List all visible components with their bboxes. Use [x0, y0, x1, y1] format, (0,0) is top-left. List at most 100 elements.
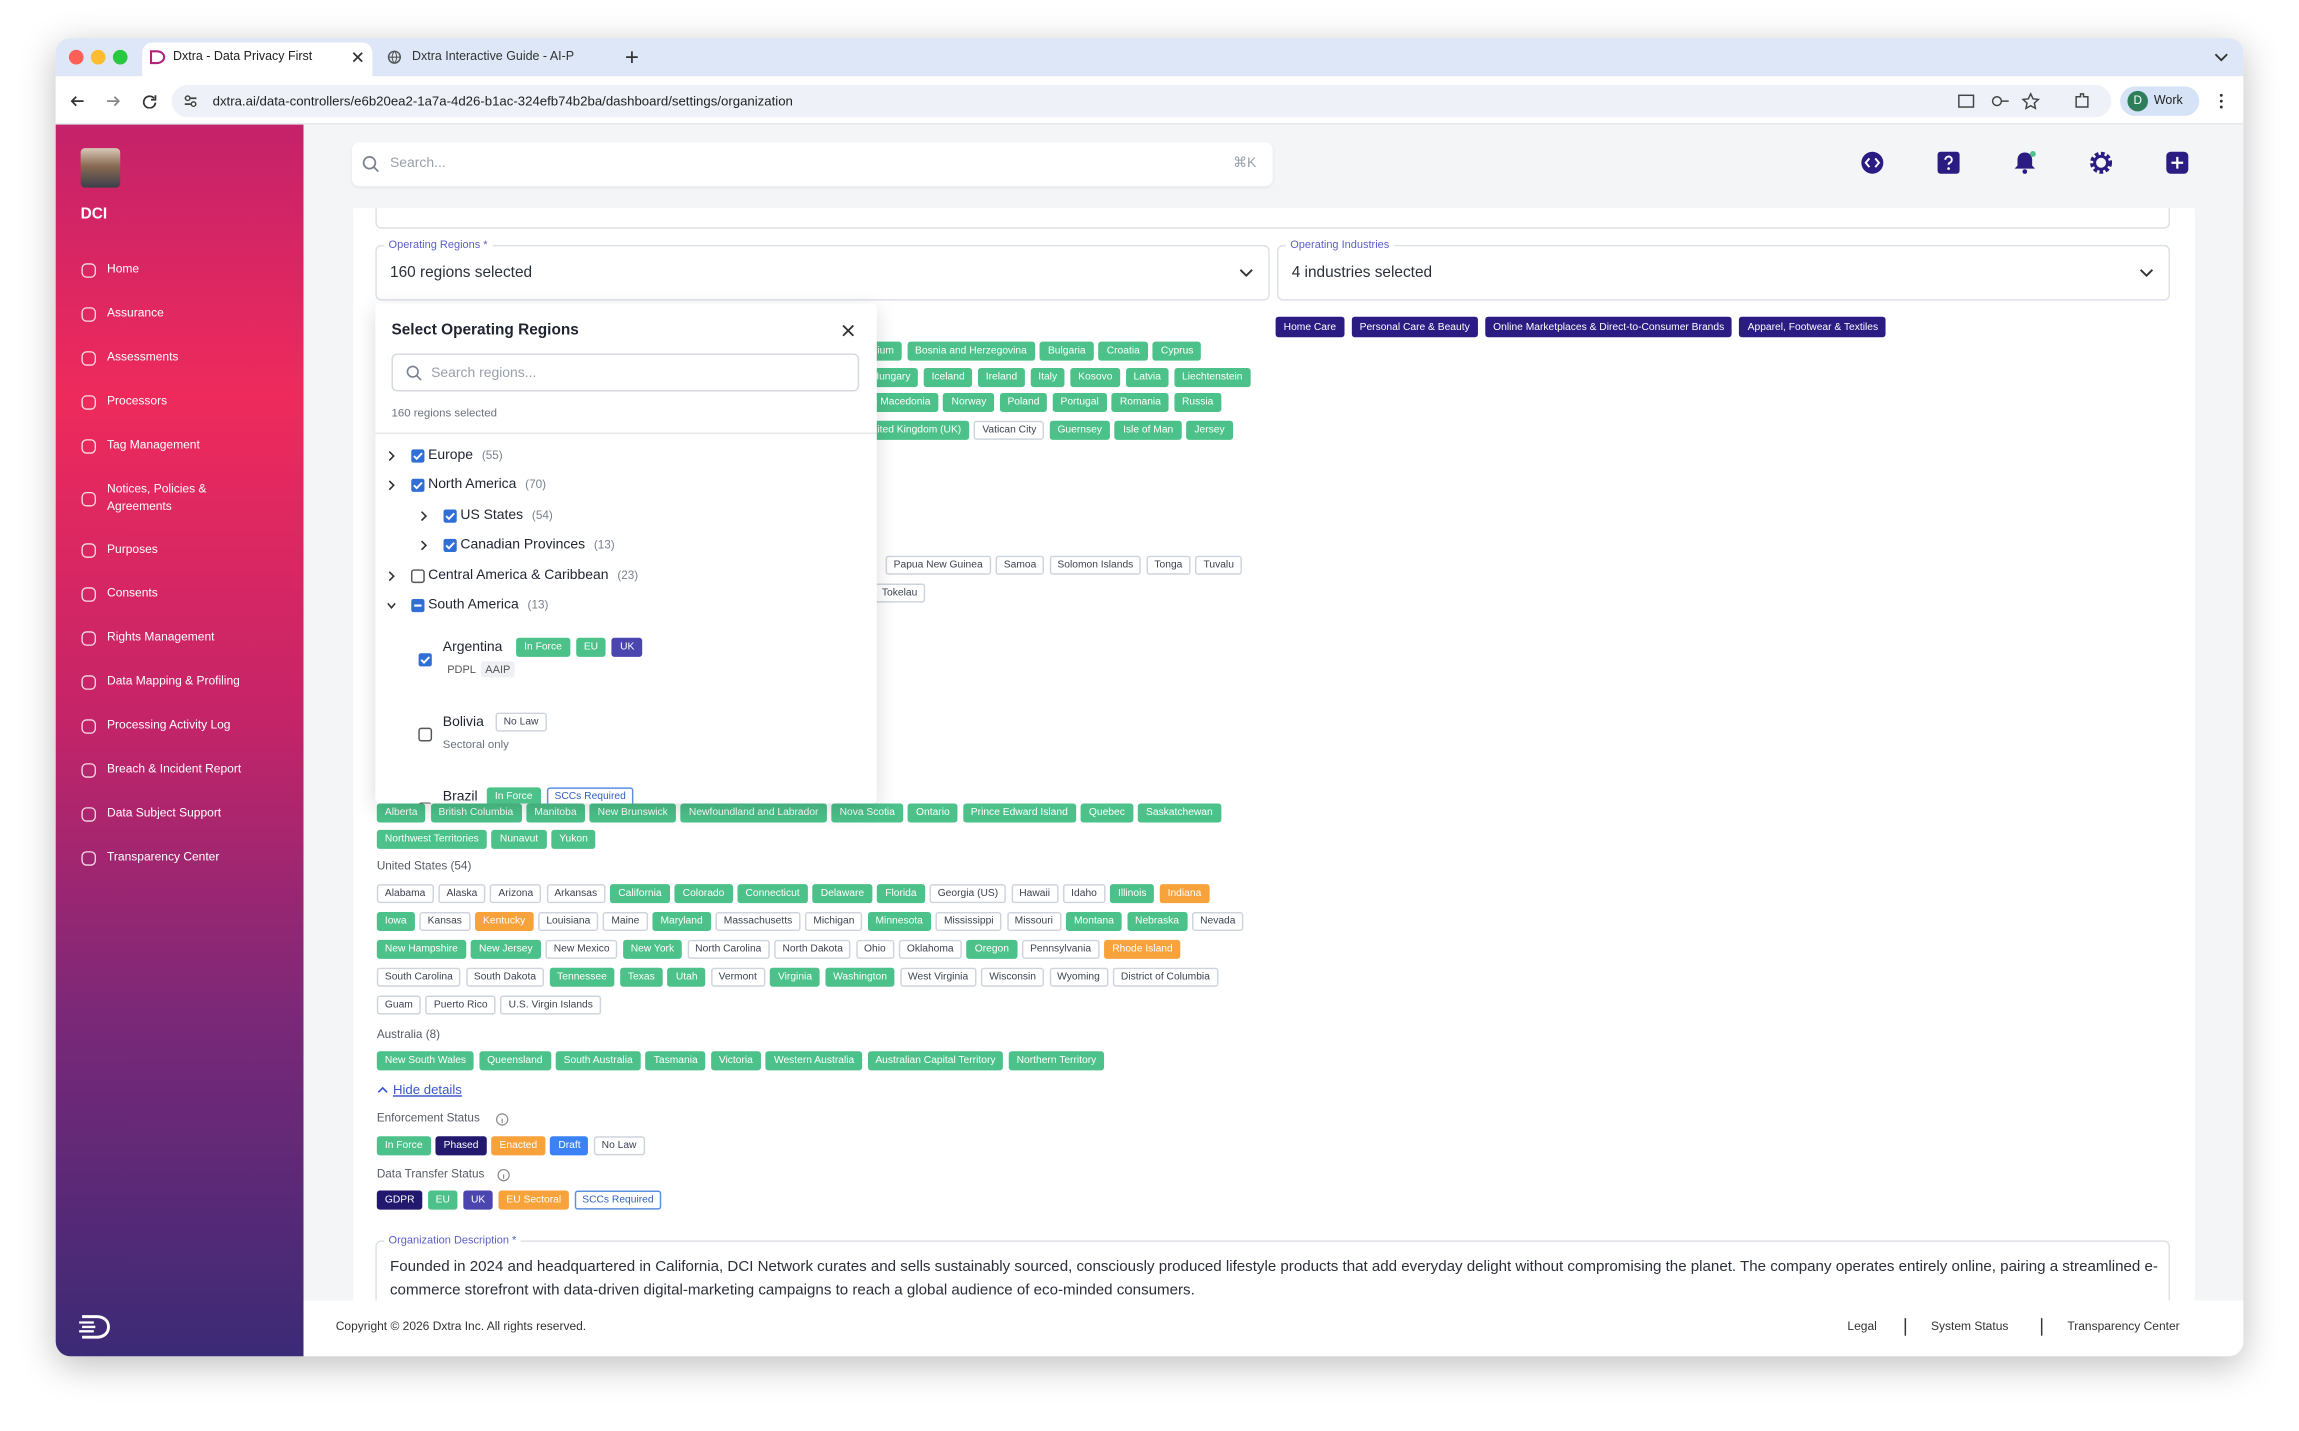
tab-close[interactable]	[352, 51, 364, 63]
extensions[interactable]	[2073, 92, 2091, 110]
expand-chevron[interactable]	[387, 570, 396, 582]
header-action[interactable]	[1861, 151, 1884, 174]
search-placeholder[interactable]: Search...	[390, 155, 446, 173]
nav-item[interactable]: Assessments	[107, 350, 179, 364]
checkbox[interactable]	[418, 727, 433, 742]
nav-back-shape	[70, 96, 84, 107]
tag: North Carolina	[687, 939, 770, 959]
checkbox[interactable]	[411, 449, 426, 464]
url[interactable]: dxtra.ai/data-controllers/e6b20ea2-1a7a-…	[212, 93, 793, 109]
nav-item[interactable]: Assurance	[107, 306, 164, 320]
checkbox[interactable]	[443, 509, 458, 524]
header-action-shape	[1944, 155, 1953, 165]
footer-link[interactable]: System Status	[1930, 1319, 2009, 1334]
expand-chevron[interactable]	[419, 510, 428, 522]
footer-link[interactable]: Transparency Center	[2067, 1319, 2180, 1334]
tab-title[interactable]: Dxtra Interactive Guide - AI-P	[412, 48, 575, 64]
tag-row: h Macedonia Norway Poland Portugal Romania Ru…	[863, 392, 1227, 413]
tab-title[interactable]: Dxtra - Data Privacy First	[173, 48, 313, 64]
dropdown-title: Select Operating Regions	[391, 320, 579, 339]
industry-tag: Apparel, Footwear & Textiles	[1739, 316, 1887, 338]
tree-item-count: (23)	[617, 569, 639, 583]
tag: Jersey	[1186, 420, 1233, 440]
checkbox[interactable]	[443, 538, 458, 553]
nav-forward[interactable]	[106, 94, 121, 109]
toggle-chevron[interactable]	[377, 1085, 389, 1094]
select-chevron[interactable]	[2139, 267, 2154, 279]
browser-menu-shape	[2219, 99, 2223, 103]
tree-item-name[interactable]: Central America & Caribbean (23)	[428, 567, 639, 585]
header-action[interactable]	[1937, 151, 1960, 174]
info-icon	[497, 1169, 510, 1182]
checkbox[interactable]	[411, 478, 426, 493]
tag: Florida	[877, 884, 925, 904]
expand-chevron[interactable]	[387, 479, 396, 491]
nav-item[interactable]: Breach & Incident Report	[107, 762, 242, 776]
tag: South Dakota	[465, 967, 545, 987]
header-action[interactable]	[2166, 151, 2189, 174]
dropdown-search-placeholder[interactable]: Search regions...	[431, 365, 537, 382]
nav-forward-shape	[107, 96, 121, 107]
tree-item-name[interactable]: South America (13)	[428, 597, 549, 614]
nav-item[interactable]: Processing Activity Log	[107, 718, 231, 732]
tag: Delaware	[812, 884, 873, 904]
expand-chevron[interactable]	[419, 540, 428, 552]
nav-item[interactable]: Tag Management	[107, 438, 200, 452]
nav-icon-shape	[81, 439, 96, 454]
header-action[interactable]	[2089, 151, 2113, 174]
field-label: Operating Industries	[1285, 237, 1394, 253]
nav-back[interactable]	[70, 94, 85, 109]
nav-icon-shape	[81, 851, 96, 866]
footer	[303, 1300, 2244, 1357]
country-badges: No Law	[495, 712, 553, 732]
expand-chevron[interactable]	[387, 600, 396, 612]
checkbox[interactable]	[418, 652, 433, 667]
nav-item[interactable]: Purposes	[107, 542, 158, 556]
tree-item-name[interactable]: US States (54)	[460, 507, 553, 524]
header-action[interactable]	[2013, 151, 2036, 174]
dropdown-divider	[375, 432, 877, 434]
nav-item[interactable]: Data Mapping & Profiling	[107, 674, 240, 688]
expand-chevron[interactable]	[387, 450, 396, 462]
checkbox[interactable]	[411, 598, 426, 613]
tag: Tuvalu	[1195, 555, 1242, 575]
checkbox[interactable]	[418, 802, 433, 804]
industry-tags: Home Care Personal Care & Beauty Online Ma…	[1275, 316, 1894, 338]
tree-item-name[interactable]: North America (70)	[428, 477, 547, 494]
nav-item[interactable]: Data Subject Support	[107, 806, 222, 820]
tag: New Hampshire	[376, 939, 466, 959]
tab-bar	[55, 38, 2244, 77]
nav-item[interactable]: Rights Management	[107, 630, 215, 644]
tag: nited Kingdom (UK)	[863, 420, 970, 440]
profile-name[interactable]: Work	[2153, 92, 2183, 108]
description-text[interactable]: Founded in 2024 and headquartered in Cal…	[390, 1259, 2158, 1300]
field-value[interactable]: 4 industries selected	[1291, 263, 1433, 281]
browser-menu[interactable]	[2217, 92, 2226, 110]
tag-row: Alberta British Columbia Manitoba New Bruns…	[376, 803, 1226, 823]
field-value[interactable]: 160 regions selected	[390, 263, 533, 281]
nav-item[interactable]: Consents	[107, 586, 158, 600]
tree-item-name[interactable]: Europe (55)	[428, 447, 503, 464]
country-name: Bolivia	[442, 714, 484, 731]
dropdown-close[interactable]	[842, 324, 855, 337]
nav-item[interactable]: Notices, Policies & Agreements	[107, 482, 207, 514]
nav-item[interactable]: Processors	[107, 394, 168, 408]
nav-item[interactable]: Home	[107, 262, 140, 276]
footer-link[interactable]: Legal	[1847, 1319, 1877, 1334]
select-chevron[interactable]	[1239, 267, 1254, 279]
industry-tag: Home Care	[1275, 316, 1345, 338]
tab-menu[interactable]	[2214, 51, 2229, 63]
checkbox[interactable]	[410, 569, 426, 584]
tag: Western Australia	[765, 1051, 863, 1071]
dropdown-search	[391, 353, 860, 392]
reload[interactable]	[142, 94, 157, 109]
site-info-shape	[184, 95, 191, 102]
nav-item[interactable]: Transparency Center	[107, 850, 220, 864]
tree-item-count: (13)	[527, 598, 549, 612]
tree-item-name[interactable]: Canadian Provinces (13)	[460, 537, 615, 554]
tag: Yukon	[551, 829, 596, 849]
new-tab[interactable]	[625, 50, 640, 65]
details-toggle[interactable]: Hide details	[392, 1081, 462, 1097]
tag: Mississippi	[935, 911, 1002, 932]
